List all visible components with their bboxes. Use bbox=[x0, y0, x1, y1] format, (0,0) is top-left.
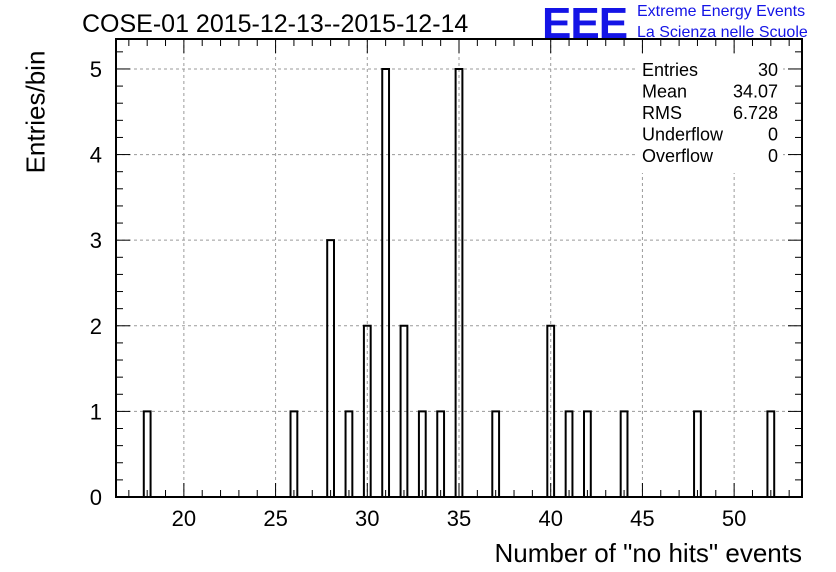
x-tick-label: 35 bbox=[447, 506, 471, 531]
histogram-bar bbox=[491, 410, 501, 497]
histogram-bar bbox=[381, 67, 391, 497]
x-tick-label: 45 bbox=[630, 506, 654, 531]
x-axis-label: Number of "no hits" events bbox=[494, 538, 803, 568]
x-tick-label: 25 bbox=[263, 506, 287, 531]
stats-label: RMS bbox=[642, 103, 682, 123]
histogram-bar bbox=[546, 324, 556, 497]
logo-line-2: La Scienza nelle Scuole bbox=[637, 24, 808, 41]
histogram-bar bbox=[289, 410, 299, 497]
stats-label: Overflow bbox=[642, 146, 714, 166]
stats-value: 6.728 bbox=[733, 103, 778, 123]
stats-box bbox=[638, 56, 783, 173]
y-tick-label: 0 bbox=[90, 485, 102, 510]
histogram-bar bbox=[399, 324, 409, 497]
histogram-bar bbox=[564, 410, 574, 497]
y-tick-label: 2 bbox=[90, 314, 102, 339]
histogram-bar bbox=[583, 410, 592, 497]
histogram-bar bbox=[362, 324, 372, 497]
stats-label: Entries bbox=[642, 60, 698, 80]
y-tick-label: 3 bbox=[90, 228, 102, 253]
histogram-bar bbox=[142, 410, 152, 497]
stats-label: Mean bbox=[642, 82, 687, 102]
stats-value: 34.07 bbox=[733, 82, 778, 102]
histogram-bar bbox=[344, 410, 354, 497]
histogram-bar bbox=[693, 410, 702, 497]
histogram-bar bbox=[454, 67, 464, 497]
chart-title: COSE-01 2015-12-13--2015-12-14 bbox=[82, 10, 469, 38]
y-tick-label: 4 bbox=[90, 143, 102, 168]
y-tick-label: 1 bbox=[90, 399, 102, 424]
x-tick-label: 30 bbox=[355, 506, 379, 531]
histogram-bar bbox=[766, 410, 776, 497]
stats-value: 30 bbox=[758, 60, 778, 80]
histogram-bar bbox=[436, 410, 446, 497]
stats-value: 0 bbox=[768, 146, 778, 166]
x-tick-label: 50 bbox=[722, 506, 746, 531]
stats-label: Underflow bbox=[642, 125, 724, 145]
x-tick-label: 40 bbox=[538, 506, 562, 531]
y-tick-label: 5 bbox=[90, 57, 102, 82]
histogram-bar bbox=[619, 410, 629, 497]
histogram-bar bbox=[326, 239, 335, 497]
histogram-bar bbox=[417, 410, 427, 497]
logo-line-1: Extreme Energy Events bbox=[637, 3, 806, 20]
x-tick-label: 20 bbox=[172, 506, 196, 531]
stats-value: 0 bbox=[768, 125, 778, 145]
